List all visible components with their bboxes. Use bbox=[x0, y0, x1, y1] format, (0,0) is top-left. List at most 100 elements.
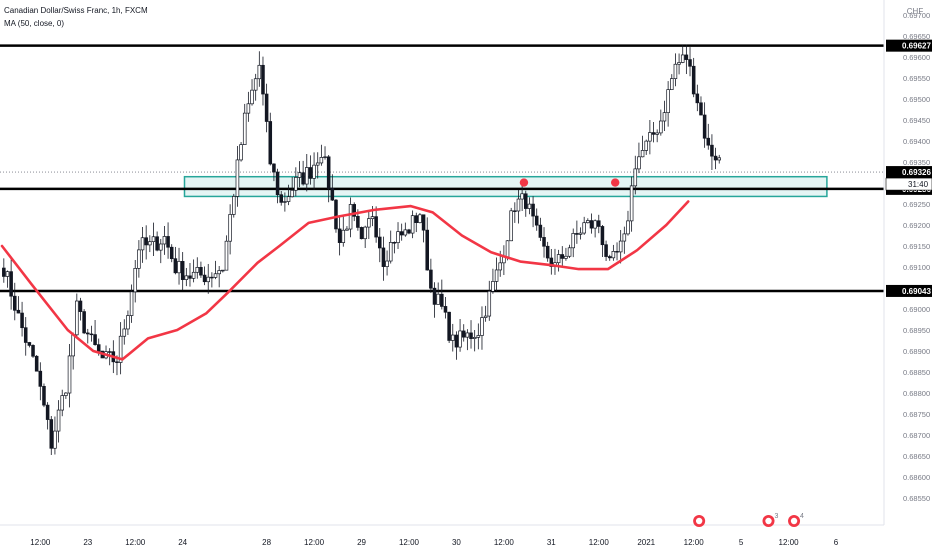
candle-body bbox=[326, 156, 331, 189]
event-count-badge: 3 bbox=[775, 513, 779, 520]
candle-body bbox=[49, 419, 54, 449]
candle-body bbox=[89, 333, 94, 336]
level-price-label bbox=[886, 39, 932, 52]
x-tick-label: 12:00 bbox=[589, 538, 610, 547]
candle-body bbox=[53, 430, 57, 449]
x-tick-label: 12:00 bbox=[494, 538, 515, 547]
y-tick-label: 0.69450 bbox=[903, 116, 930, 125]
candle-body bbox=[286, 196, 291, 202]
candle-body bbox=[527, 203, 532, 209]
candle-body bbox=[388, 242, 393, 262]
candle-body bbox=[20, 312, 24, 329]
candle-body bbox=[308, 167, 313, 179]
candle-body bbox=[64, 392, 68, 396]
y-tick-label: 0.69100 bbox=[903, 263, 930, 272]
candle-body bbox=[640, 150, 645, 158]
candle-body bbox=[184, 275, 189, 280]
y-tick-label: 0.68900 bbox=[903, 347, 930, 356]
moving-average-line bbox=[0, 200, 690, 361]
support-zone-rectangle[interactable] bbox=[183, 175, 828, 198]
candle-body bbox=[520, 193, 524, 200]
candle-body bbox=[695, 93, 700, 104]
candle-body bbox=[680, 54, 685, 63]
y-tick-label: 0.69250 bbox=[903, 200, 930, 209]
level-price-label-text: 0.69627 bbox=[902, 42, 931, 51]
candle-body bbox=[666, 89, 670, 114]
candle-body bbox=[224, 240, 229, 271]
x-tick-label: 12:00 bbox=[399, 538, 420, 547]
candle-body bbox=[206, 276, 211, 283]
candle-body bbox=[173, 258, 178, 274]
candle-body bbox=[75, 300, 79, 336]
candle-body bbox=[305, 167, 309, 185]
candle-body bbox=[684, 54, 689, 60]
candle-body bbox=[268, 121, 273, 165]
candle-body bbox=[651, 132, 656, 135]
y-tick-label: 0.69650 bbox=[903, 32, 930, 41]
candle-body bbox=[575, 233, 579, 235]
candle-body bbox=[297, 172, 302, 178]
candle-body bbox=[133, 268, 138, 293]
candle-body bbox=[213, 273, 218, 278]
candle-body bbox=[564, 255, 568, 259]
y-tick-label: 0.69600 bbox=[903, 53, 930, 62]
candle-body bbox=[582, 222, 586, 234]
candle-body bbox=[425, 229, 429, 271]
signal-marker[interactable] bbox=[611, 178, 620, 187]
level-price-label-text: 0.69043 bbox=[902, 287, 931, 296]
countdown-text: 31:40 bbox=[908, 180, 929, 189]
candle-body bbox=[702, 114, 707, 139]
candle-body bbox=[31, 345, 35, 357]
event-count-badge: 4 bbox=[800, 513, 804, 520]
y-tick-label: 0.68950 bbox=[903, 326, 930, 335]
candle-body bbox=[294, 177, 298, 191]
candle-body bbox=[432, 287, 437, 305]
candle-body bbox=[60, 395, 64, 411]
y-tick-label: 0.69200 bbox=[903, 221, 930, 230]
x-tick-label: 5 bbox=[739, 538, 744, 547]
candle-body bbox=[677, 62, 681, 65]
y-tick-label: 0.69550 bbox=[903, 74, 930, 83]
candle-body bbox=[315, 162, 320, 166]
candle-body bbox=[370, 216, 375, 220]
candle-body bbox=[567, 247, 572, 257]
signal-marker[interactable] bbox=[519, 178, 529, 187]
candle-body bbox=[217, 270, 221, 275]
candle-body bbox=[600, 226, 605, 246]
candle-body bbox=[250, 89, 254, 105]
candle-body bbox=[42, 386, 46, 406]
candle-body bbox=[38, 370, 43, 387]
candle-body bbox=[534, 215, 539, 226]
candle-body bbox=[323, 156, 327, 158]
candle-body bbox=[191, 271, 196, 279]
candle-body bbox=[407, 229, 411, 234]
candle-body bbox=[5, 271, 10, 277]
y-tick-label: 0.68600 bbox=[903, 473, 930, 482]
candle-body bbox=[472, 336, 477, 339]
candle-body bbox=[509, 210, 513, 242]
candle-body bbox=[2, 267, 6, 277]
candle-body bbox=[381, 247, 386, 267]
candle-body bbox=[162, 236, 167, 245]
candle-body bbox=[232, 196, 236, 215]
y-tick-label: 0.69400 bbox=[903, 137, 930, 146]
candle-body bbox=[560, 254, 565, 259]
candle-body bbox=[180, 261, 185, 280]
candle-body bbox=[312, 164, 316, 179]
candle-body bbox=[392, 242, 397, 244]
x-tick-label: 12:00 bbox=[125, 538, 146, 547]
y-tick-label: 0.68550 bbox=[903, 494, 930, 503]
candle-body bbox=[356, 215, 360, 228]
x-tick-label: 23 bbox=[83, 538, 92, 547]
candle-body bbox=[659, 120, 663, 134]
candle-body bbox=[279, 194, 283, 203]
candle-body bbox=[261, 64, 265, 95]
y-tick-label: 0.68750 bbox=[903, 410, 930, 419]
chart-legend: Canadian Dollar/Swiss Franc, 1h, FXCM MA… bbox=[4, 4, 148, 30]
x-tick-label: 28 bbox=[262, 538, 271, 547]
currency-label: CHF bbox=[907, 7, 924, 16]
candle-body bbox=[239, 144, 243, 161]
candle-body bbox=[691, 65, 696, 95]
